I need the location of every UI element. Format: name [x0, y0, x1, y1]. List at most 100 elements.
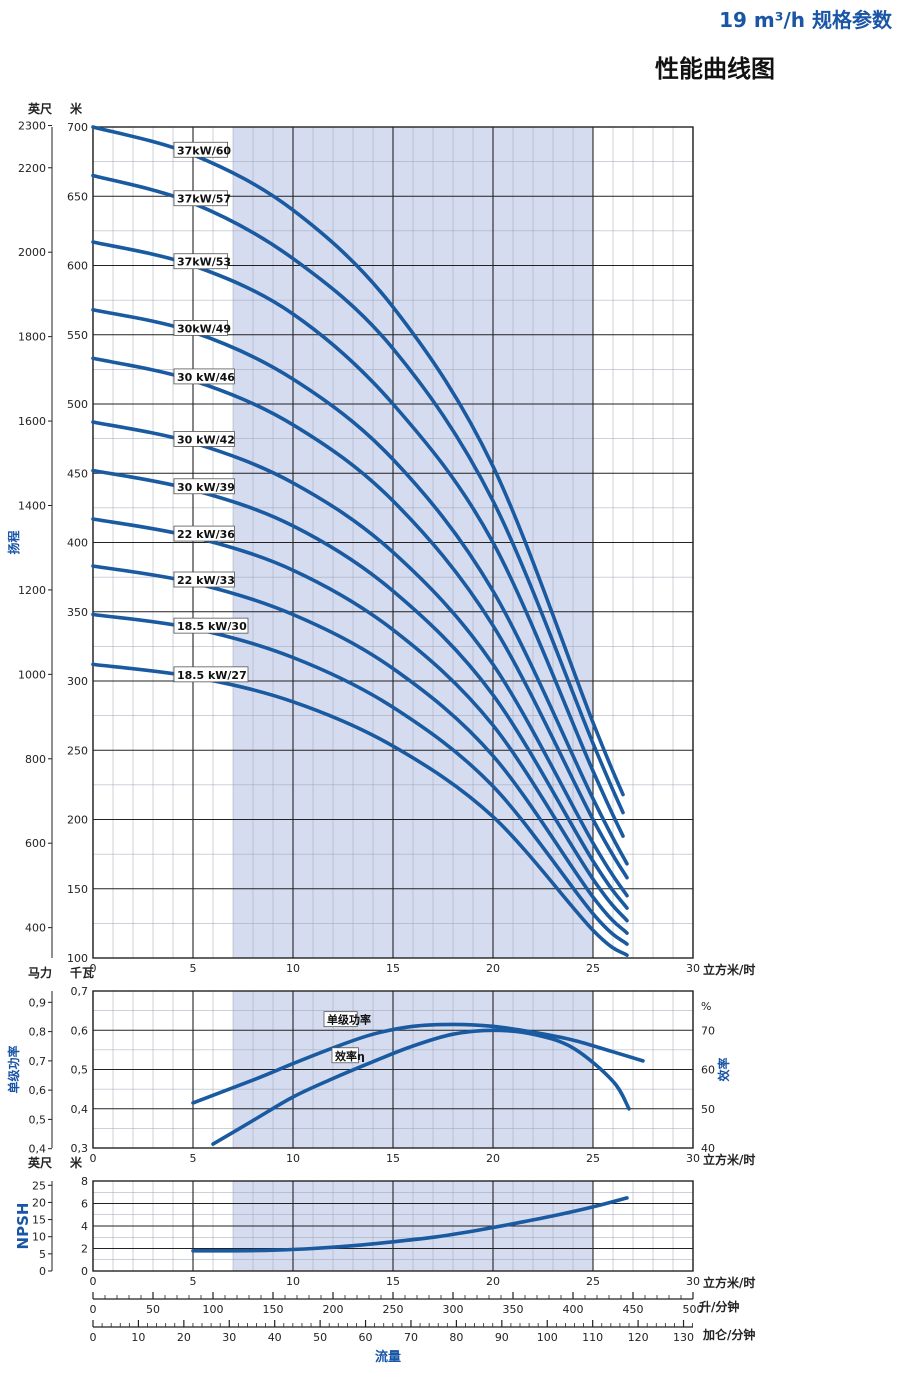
series-label: 22 kW/36	[177, 528, 235, 541]
series-label-box	[173, 190, 228, 207]
x-tick-label: 30	[686, 1275, 700, 1288]
y-axis-title: NPSH	[14, 1203, 32, 1250]
ft-tick-label: 2300	[18, 120, 46, 133]
x-tick-label: 30	[686, 1152, 700, 1165]
y-tick-label: 350	[67, 606, 88, 619]
flow-scale-unit: 升/分钟	[699, 1299, 739, 1314]
ft-tick-label: 1200	[18, 584, 46, 597]
ft-tick-label: 15	[32, 1214, 46, 1227]
hp-tick-label: 0,9	[29, 996, 47, 1009]
spec-title: 19 m³/h 规格参数	[719, 8, 893, 32]
x-tick-label: 5	[190, 962, 197, 975]
flow-scale-label: 50	[313, 1331, 327, 1344]
ft-tick-label: 20	[32, 1196, 46, 1209]
y-tick-label: 2	[81, 1243, 88, 1256]
flow-scale-label: 150	[263, 1303, 284, 1316]
flow-scale-unit: 加仑/分钟	[702, 1327, 755, 1342]
flow-scale-label: 120	[628, 1331, 649, 1344]
y-tick-label: 700	[67, 121, 88, 134]
right-unit-label: 米	[70, 1155, 83, 1170]
x-tick-label: 15	[386, 1275, 400, 1288]
series-label: 30 kW/46	[177, 371, 235, 384]
ft-tick-label: 0	[39, 1265, 46, 1278]
y2-tick-label: 70	[701, 1024, 715, 1037]
flow-scale-label: 40	[268, 1331, 282, 1344]
series-label-box	[331, 1047, 359, 1064]
y-tick-label: 250	[67, 744, 88, 757]
series-label: 18.5 kW/27	[177, 669, 247, 682]
x-tick-label: 10	[286, 1275, 300, 1288]
ft-tick-label: 1800	[18, 331, 46, 344]
series-label-box	[173, 525, 235, 542]
y-tick-label: 0,3	[71, 1142, 89, 1155]
ft-tick-label: 600	[25, 837, 46, 850]
flow-scale-label: 90	[495, 1331, 509, 1344]
y-tick-label: 6	[81, 1198, 88, 1211]
flow-scale-label: 400	[563, 1303, 584, 1316]
ft-tick-label: 2200	[18, 162, 46, 175]
flow-scale-label: 50	[146, 1303, 160, 1316]
flow-scale-label: 350	[503, 1303, 524, 1316]
series-label: 30kW/49	[177, 322, 231, 335]
flow-scale-label: 20	[177, 1331, 191, 1344]
flow-scale-label: 0	[90, 1303, 97, 1316]
x-tick-label: 5	[190, 1152, 197, 1165]
x-tick-label: 15	[386, 962, 400, 975]
x-tick-label: 0	[90, 1275, 97, 1288]
y-tick-label: 400	[67, 537, 88, 550]
left-unit-label: 马力	[28, 965, 52, 980]
x-tick-label: 25	[586, 1275, 600, 1288]
y-tick-label: 150	[67, 883, 88, 896]
flow-scale-label: 80	[449, 1331, 463, 1344]
series-label: 37kW/60	[177, 144, 231, 157]
hp-tick-label: 0,8	[29, 1026, 47, 1039]
ft-tick-label: 1600	[18, 415, 46, 428]
series-label-box	[173, 368, 235, 385]
series-label-box	[173, 666, 249, 683]
y-axis-title: 单级功率	[6, 1045, 21, 1093]
series-label-box	[173, 571, 235, 588]
series-label: 22 kW/33	[177, 574, 235, 587]
flow-scale-label: 250	[383, 1303, 404, 1316]
series-label-box	[173, 320, 228, 336]
flow-scale-label: 70	[404, 1331, 418, 1344]
right-unit-label: 千瓦	[70, 965, 94, 980]
x-tick-label: 20	[486, 962, 500, 975]
y-tick-label: 300	[67, 675, 88, 688]
y2-axis-title: 效率	[716, 1057, 731, 1081]
series-line-power_efficiency-1	[211, 1028, 631, 1146]
series-label: 37kW/57	[177, 193, 231, 206]
x-tick-label: 0	[90, 962, 97, 975]
ft-tick-label: 5	[39, 1248, 46, 1261]
series-label-box	[173, 253, 228, 270]
x-tick-label: 30	[686, 962, 700, 975]
hp-tick-label: 0,5	[29, 1113, 47, 1126]
series-label: 30 kW/39	[177, 481, 235, 494]
y-tick-label: 650	[67, 190, 88, 203]
left-unit-label: 英尺	[28, 1155, 52, 1170]
x-tick-label: 15	[386, 1152, 400, 1165]
y-tick-label: 4	[81, 1220, 88, 1233]
ft-tick-label: 400	[25, 922, 46, 935]
series-label-box	[173, 478, 235, 495]
flow-scale-label: 30	[222, 1331, 236, 1344]
series-label: 37kW/53	[177, 256, 231, 269]
x-tick-label: 20	[486, 1275, 500, 1288]
ft-tick-label: 800	[25, 753, 46, 766]
y2-tick-label: 60	[701, 1064, 715, 1077]
series-label-box	[173, 141, 228, 158]
y2-tick-label: 40	[701, 1142, 715, 1155]
flow-scale-label: 100	[537, 1331, 558, 1344]
series-label: 30 kW/42	[177, 433, 235, 446]
plot-frame	[92, 126, 694, 959]
x-tick-label: 25	[586, 962, 600, 975]
flow-scale-label: 450	[623, 1303, 644, 1316]
plot-frame	[92, 990, 694, 1149]
y-tick-label: 100	[67, 952, 88, 965]
y-tick-label: 8	[81, 1175, 88, 1188]
series-line-npsh-0	[191, 1196, 629, 1253]
flow-scale-label: 10	[131, 1331, 145, 1344]
hp-tick-label: 0,6	[29, 1084, 47, 1097]
ft-tick-label: 1400	[18, 499, 46, 512]
